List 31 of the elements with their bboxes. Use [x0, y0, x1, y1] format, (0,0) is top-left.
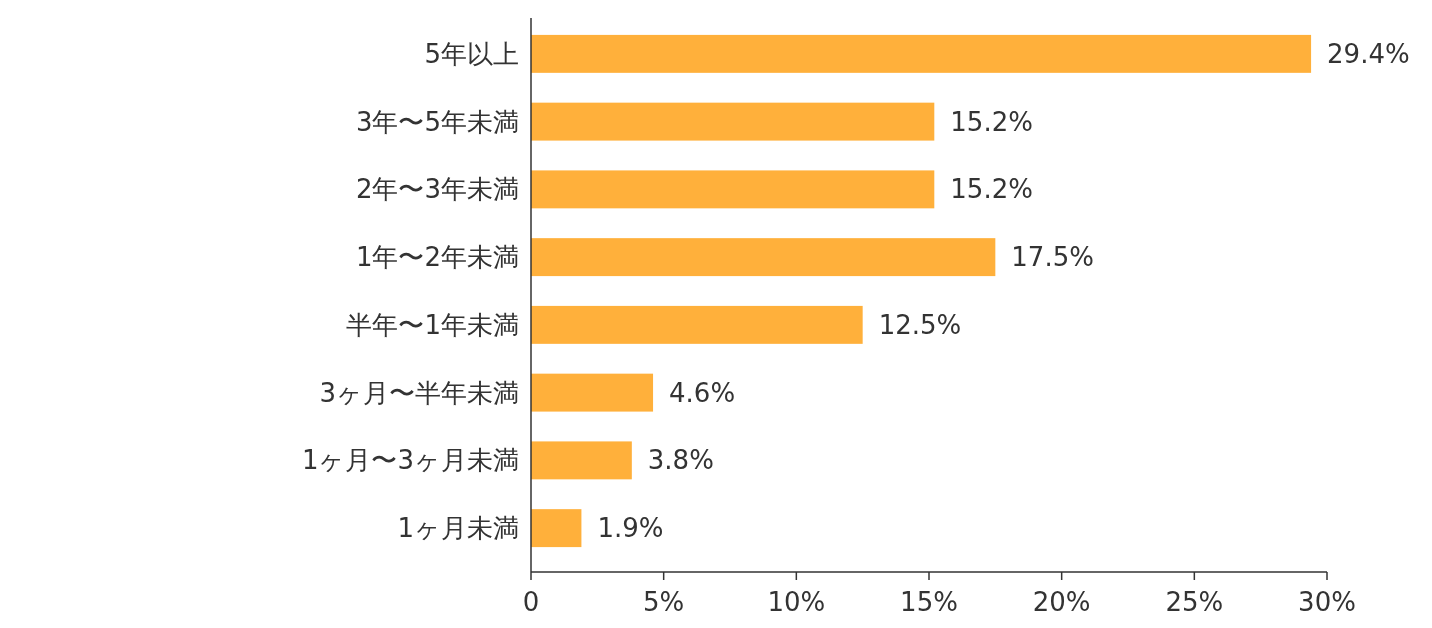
y-tick-label: 半年〜1年未満 [346, 309, 519, 340]
y-tick-label: 3ヶ月〜半年未満 [319, 377, 519, 408]
bar [531, 305, 863, 344]
bar [531, 34, 1312, 73]
data-label: 15.2% [950, 106, 1033, 137]
x-tick-label: 10% [767, 587, 826, 617]
data-label: 17.5% [1011, 242, 1094, 273]
data-label: 29.4% [1327, 38, 1410, 69]
y-tick-label: 1ヶ月未満 [397, 513, 519, 544]
bar [531, 441, 632, 480]
x-tick-label: 20% [1032, 587, 1091, 617]
y-tick-label: 3年〜5年未満 [355, 106, 519, 137]
data-label: 3.8% [647, 445, 714, 476]
bar [531, 373, 654, 412]
y-tick-label: 1年〜2年未満 [355, 242, 519, 273]
x-tick-label: 0 [522, 587, 540, 617]
data-label: 15.2% [950, 174, 1033, 205]
bar [531, 238, 996, 277]
y-tick-label: 1ヶ月〜3ヶ月未満 [301, 445, 519, 476]
data-label: 12.5% [878, 309, 962, 340]
x-tick-label: 30% [1298, 587, 1356, 617]
x-tick-label: 5% [643, 587, 685, 617]
x-tick-label: 25% [1165, 587, 1224, 617]
bar [531, 102, 935, 141]
y-tick-label: 5年以上 [424, 38, 519, 69]
bar [531, 509, 582, 548]
bar [531, 170, 935, 209]
data-label: 1.9% [597, 513, 664, 544]
y-tick-label: 2年〜3年未満 [355, 174, 519, 205]
data-label: 4.6% [669, 377, 736, 408]
x-tick-label: 15% [900, 587, 958, 617]
